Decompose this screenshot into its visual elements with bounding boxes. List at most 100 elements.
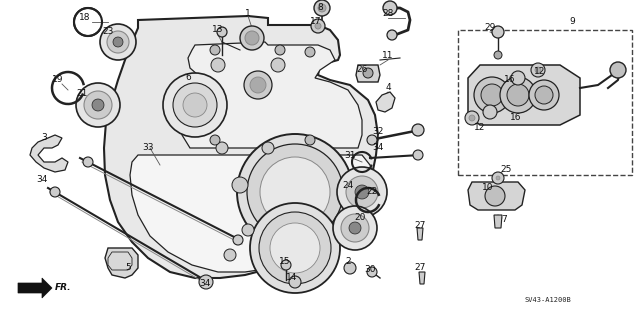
- Circle shape: [318, 4, 326, 12]
- Circle shape: [315, 23, 321, 29]
- Circle shape: [76, 83, 120, 127]
- Circle shape: [492, 172, 504, 184]
- Polygon shape: [376, 92, 395, 112]
- Circle shape: [383, 1, 397, 15]
- Circle shape: [535, 67, 541, 73]
- Text: 34: 34: [199, 279, 211, 288]
- Text: 14: 14: [286, 273, 298, 283]
- Polygon shape: [417, 228, 423, 240]
- Text: 25: 25: [500, 166, 512, 174]
- Circle shape: [355, 185, 369, 199]
- Polygon shape: [18, 278, 52, 298]
- Text: 21: 21: [76, 88, 88, 98]
- Text: 31: 31: [344, 151, 356, 160]
- Circle shape: [260, 157, 330, 227]
- Circle shape: [311, 19, 325, 33]
- Text: 9: 9: [569, 18, 575, 26]
- Text: 32: 32: [372, 128, 384, 137]
- Circle shape: [337, 167, 387, 217]
- Circle shape: [183, 93, 207, 117]
- Text: FR.: FR.: [55, 284, 72, 293]
- Text: 17: 17: [310, 18, 322, 26]
- Circle shape: [412, 124, 424, 136]
- Circle shape: [363, 68, 373, 78]
- Circle shape: [349, 222, 361, 234]
- Polygon shape: [180, 42, 362, 148]
- Text: 24: 24: [342, 181, 354, 189]
- Circle shape: [465, 111, 479, 125]
- Circle shape: [173, 83, 217, 127]
- Text: 18: 18: [79, 13, 91, 23]
- Text: 27: 27: [414, 263, 426, 272]
- Text: 10: 10: [483, 183, 493, 192]
- Text: 2: 2: [345, 257, 351, 266]
- Circle shape: [242, 224, 254, 236]
- Circle shape: [262, 142, 274, 154]
- Text: 22: 22: [366, 188, 378, 197]
- Text: 13: 13: [212, 26, 224, 34]
- Circle shape: [211, 58, 225, 72]
- Polygon shape: [419, 272, 425, 284]
- Circle shape: [92, 99, 104, 111]
- Circle shape: [496, 176, 500, 180]
- Polygon shape: [356, 65, 380, 82]
- Circle shape: [247, 144, 343, 240]
- Circle shape: [535, 86, 553, 104]
- Circle shape: [305, 135, 315, 145]
- Circle shape: [113, 37, 123, 47]
- Circle shape: [344, 262, 356, 274]
- Text: 1: 1: [245, 9, 251, 18]
- Circle shape: [511, 71, 525, 85]
- Circle shape: [245, 31, 259, 45]
- Text: 27: 27: [414, 220, 426, 229]
- Circle shape: [270, 223, 320, 273]
- Text: 33: 33: [142, 144, 154, 152]
- Circle shape: [341, 214, 369, 242]
- Circle shape: [483, 105, 497, 119]
- Text: 5: 5: [125, 263, 131, 272]
- Bar: [458, 30, 632, 175]
- Circle shape: [210, 45, 220, 55]
- Polygon shape: [105, 248, 138, 278]
- Circle shape: [100, 24, 136, 60]
- Circle shape: [107, 31, 129, 53]
- Circle shape: [387, 30, 397, 40]
- Circle shape: [289, 276, 301, 288]
- Text: 3: 3: [41, 133, 47, 143]
- Text: SV43-A1200B: SV43-A1200B: [525, 297, 572, 303]
- Circle shape: [529, 80, 559, 110]
- Circle shape: [271, 58, 285, 72]
- Text: 26: 26: [356, 65, 368, 75]
- Circle shape: [259, 212, 331, 284]
- Circle shape: [610, 62, 626, 78]
- Polygon shape: [494, 215, 502, 228]
- Circle shape: [333, 206, 377, 250]
- Circle shape: [224, 249, 236, 261]
- Circle shape: [481, 84, 503, 106]
- Circle shape: [216, 142, 228, 154]
- Circle shape: [163, 73, 227, 137]
- Text: 29: 29: [484, 24, 496, 33]
- Polygon shape: [30, 135, 68, 172]
- Text: 28: 28: [382, 10, 394, 19]
- Circle shape: [232, 177, 248, 193]
- Text: 23: 23: [102, 27, 114, 36]
- Circle shape: [413, 150, 423, 160]
- Polygon shape: [130, 155, 375, 272]
- Circle shape: [199, 275, 213, 289]
- Circle shape: [305, 47, 315, 57]
- Circle shape: [250, 203, 340, 293]
- Circle shape: [346, 176, 378, 208]
- Circle shape: [217, 27, 227, 37]
- Circle shape: [83, 157, 93, 167]
- Circle shape: [494, 51, 502, 59]
- Circle shape: [250, 77, 266, 93]
- Text: 16: 16: [504, 76, 516, 85]
- Text: 11: 11: [382, 51, 394, 61]
- Circle shape: [507, 84, 529, 106]
- Circle shape: [281, 260, 291, 270]
- Circle shape: [500, 77, 536, 113]
- Circle shape: [367, 135, 377, 145]
- Circle shape: [233, 235, 243, 245]
- Circle shape: [314, 0, 330, 16]
